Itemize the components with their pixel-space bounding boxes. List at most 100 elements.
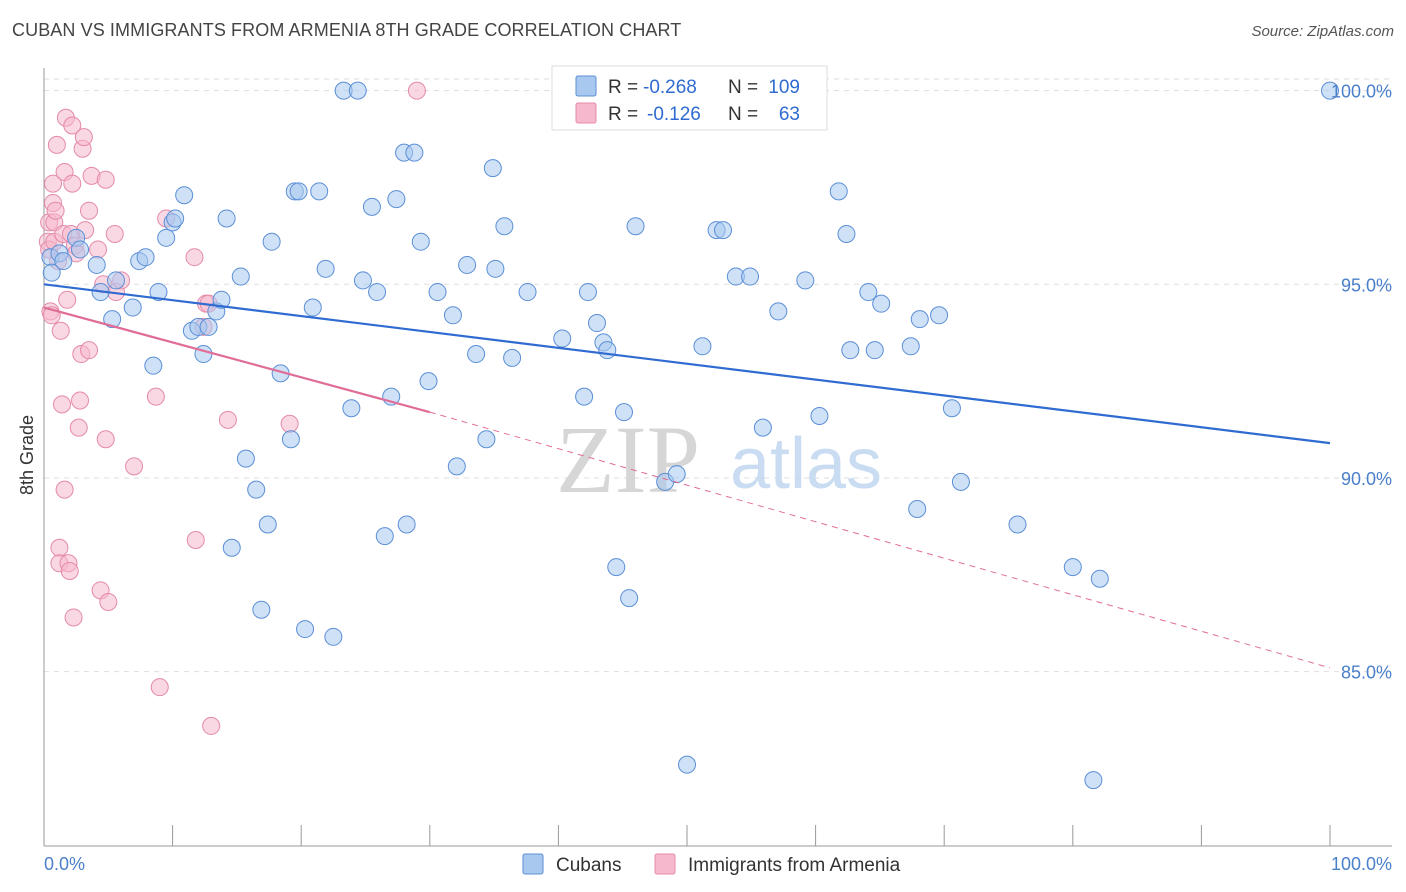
gridlines — [44, 78, 1392, 673]
cubans-point — [387, 190, 406, 209]
cubans-point — [281, 430, 300, 449]
cubans-point — [810, 407, 829, 426]
cubans-point — [1321, 81, 1339, 100]
armenia-point — [55, 480, 74, 499]
cubans-point — [518, 283, 537, 302]
cubans-point — [607, 558, 626, 577]
cubans-point — [753, 418, 772, 437]
armenia-point — [58, 290, 77, 309]
armenia-point — [53, 395, 72, 414]
cubans-point — [951, 472, 970, 491]
cubans-point — [1090, 569, 1109, 588]
cubans-point — [1063, 558, 1082, 577]
cubans-point — [942, 399, 961, 418]
cubans-point — [467, 345, 486, 364]
cubans-point — [236, 449, 255, 468]
cubans-point — [829, 182, 848, 201]
legend-swatch-cubans — [522, 853, 544, 875]
cubans-point — [419, 372, 438, 391]
armenia-point — [80, 341, 99, 360]
cubans-point — [741, 267, 760, 286]
cubans-point — [693, 337, 712, 356]
cubans-point — [262, 232, 281, 251]
trend-lines — [43, 283, 1331, 669]
cubans-point — [872, 294, 891, 313]
cubans-point — [144, 356, 163, 375]
armenia-point — [96, 170, 115, 189]
cubans-point — [368, 283, 387, 302]
stats-legend: R = -0.268 N = 109 R = -0.126 N = 63 — [551, 65, 828, 131]
cubans-point — [252, 600, 271, 619]
chart-title: CUBAN VS IMMIGRANTS FROM ARMENIA 8TH GRA… — [12, 20, 682, 40]
armenia-trend-line-extended — [429, 411, 1331, 669]
axes — [43, 68, 1392, 847]
cubans-point — [54, 252, 73, 271]
cubans-point — [136, 248, 155, 267]
cubans-point — [575, 387, 594, 406]
armenia-point — [74, 128, 93, 147]
cubans-point — [1084, 771, 1103, 790]
stats-n-value: 63 — [779, 104, 800, 125]
armenia-point — [280, 414, 299, 433]
armenia-point — [146, 387, 165, 406]
cubans-point — [231, 267, 250, 286]
cubans-point — [405, 143, 424, 162]
cubans-point — [157, 228, 176, 247]
cubans-point — [477, 430, 496, 449]
stats-n-label: N = — [728, 77, 758, 98]
cubans-point — [841, 341, 860, 360]
cubans-point — [103, 310, 122, 329]
cubans-point — [769, 302, 788, 321]
armenia-point — [80, 201, 99, 220]
cubans-point — [626, 217, 645, 236]
armenia-point — [69, 418, 88, 437]
stats-r-value: -0.126 — [647, 104, 701, 125]
cubans-point — [175, 186, 194, 205]
armenia-point — [44, 174, 63, 193]
cubans-point — [411, 232, 430, 251]
y-tick-label: 90.0% — [1341, 469, 1392, 489]
stats-n-label: N = — [728, 104, 758, 125]
cubans-point — [503, 348, 522, 367]
cubans-point — [87, 255, 106, 274]
source-credit: Source: ZipAtlas.com — [1251, 23, 1394, 40]
watermark-atlas: atlas — [730, 424, 882, 504]
armenia-point — [125, 457, 144, 476]
cubans-point — [486, 259, 505, 278]
stats-r-label: R = — [608, 77, 638, 98]
y-tick-label: 95.0% — [1341, 275, 1392, 295]
cubans-point — [247, 480, 266, 499]
cubans-point — [930, 306, 949, 325]
tick-labels: 100.0% 95.0% 90.0% 85.0% 0.0% 100.0% — [44, 82, 1392, 874]
cubans-point — [908, 499, 927, 518]
stats-r-label: R = — [608, 104, 638, 125]
watermark-zip: ZIP — [556, 406, 700, 513]
cubans-point — [714, 221, 733, 240]
legend-label-cubans: Cubans — [556, 855, 622, 876]
cubans-point — [289, 182, 308, 201]
cubans-point — [42, 263, 61, 282]
cubans-point — [353, 271, 372, 290]
cubans-point — [553, 329, 572, 348]
armenia-point — [50, 538, 69, 557]
cubans-point — [443, 306, 462, 325]
stats-n-value: 109 — [768, 77, 800, 98]
x-tick-label: 100.0% — [1331, 854, 1392, 874]
armenia-point — [63, 116, 82, 135]
y-tick-label: 85.0% — [1341, 663, 1392, 683]
cubans-point — [667, 465, 686, 484]
armenia-point — [63, 174, 82, 193]
armenia-point — [150, 678, 169, 697]
y-tick-label: 100.0% — [1331, 82, 1392, 102]
armenia-point — [46, 201, 65, 220]
cubans-point — [362, 197, 381, 216]
cubans-point — [71, 240, 90, 259]
cubans-point — [316, 259, 335, 278]
cubans-point — [678, 755, 696, 774]
armenia-point — [89, 240, 108, 259]
cubans-point — [587, 314, 606, 333]
cubans-point — [342, 399, 361, 418]
cubans-point — [598, 341, 617, 360]
cubans-point — [428, 283, 447, 302]
armenia-point — [99, 592, 118, 611]
